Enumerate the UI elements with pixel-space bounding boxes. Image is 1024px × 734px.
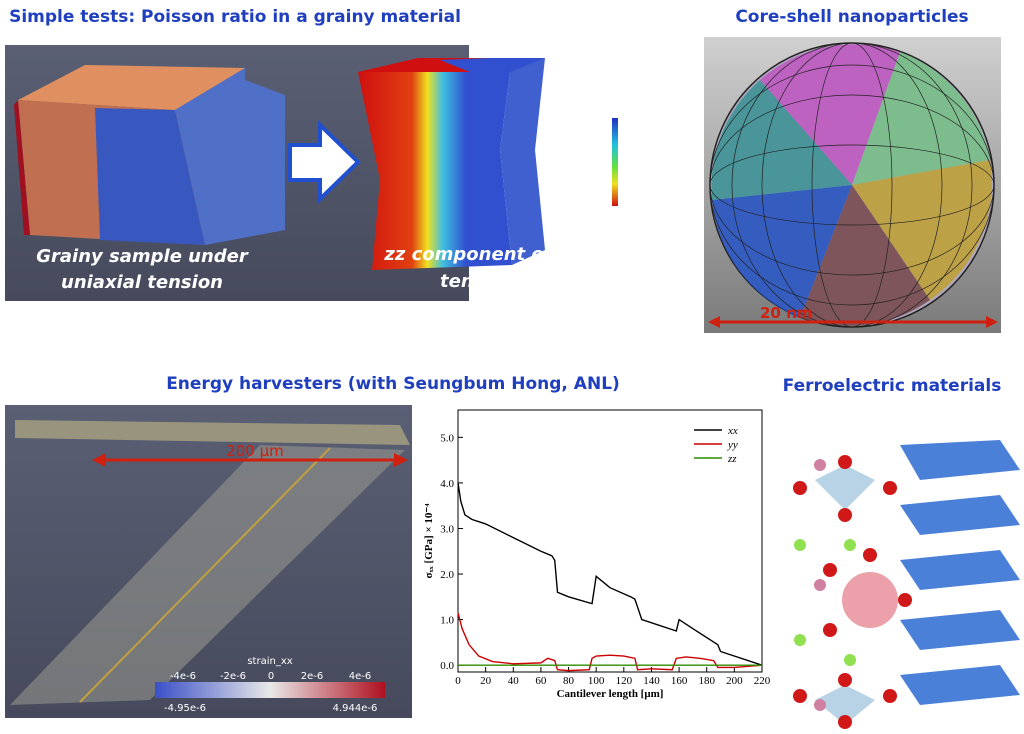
warped-side: [500, 58, 545, 265]
colorbar-tick: -2e-6: [220, 671, 246, 682]
x-tick-label: 80: [563, 675, 575, 687]
ruler: [15, 420, 410, 445]
colorbar-min: -4.95e-6: [164, 703, 206, 714]
colorbar-tick: 4e-6: [349, 671, 372, 682]
caption: uniaxial tension: [61, 272, 223, 293]
x-tick-label: 100: [588, 675, 605, 687]
grain: [14, 100, 30, 235]
panel-title: Ferroelectric materials: [783, 376, 1002, 396]
legend-label: yy: [727, 439, 738, 451]
colorbar: [612, 118, 618, 206]
grain: [95, 108, 205, 245]
arrowhead: [92, 453, 106, 467]
grain: [712, 185, 852, 318]
grain: [711, 80, 852, 200]
arrowhead: [394, 453, 408, 467]
colorbar-title: strain_xx: [247, 656, 292, 667]
x-tick-label: 120: [616, 675, 633, 687]
colorbar-tick: 2: [622, 129, 628, 140]
grain: [800, 185, 930, 327]
colorbar-max: 4.944e-6: [333, 703, 378, 714]
cantilever: [10, 445, 405, 705]
x-tick-label: 60: [535, 675, 547, 687]
colorbar-tick: 2e-6: [301, 671, 324, 682]
scale-label: 200 μm: [226, 442, 284, 460]
x-tick-label: 220: [754, 675, 771, 687]
panel-title: Core-shell nanoparticles: [735, 7, 968, 27]
colorbar: [155, 682, 385, 698]
panel-title: Energy harvesters (with Seungbum Hong, A…: [166, 374, 620, 394]
arrow: [288, 120, 361, 204]
y-tick-label: 2.0: [440, 569, 454, 581]
colorbar-max: 2.45489: [616, 105, 657, 116]
y-tick-label: 4.0: [440, 478, 454, 490]
crystal: [793, 455, 912, 729]
x-tick-label: 40: [508, 675, 520, 687]
electrode: [79, 447, 331, 703]
y-tick-label: 1.0: [440, 615, 454, 627]
line-chart: 0 20 40 60 80 100 120 140 160 180 200 220 0.0 1.0 2.0 3…: [423, 409, 771, 700]
colorbar-min: 0.317769: [612, 208, 660, 219]
grain: [760, 44, 900, 186]
caption: tensor (warped): [440, 271, 604, 292]
y-axis-label: σₓₓ [GPa] × 10⁻⁴: [423, 503, 435, 579]
colorbar-tick: 1: [622, 181, 628, 192]
y-tick-label: 3.0: [440, 523, 454, 535]
x-tick-label: 0: [455, 675, 461, 687]
grain: [852, 160, 992, 300]
arrowhead: [708, 316, 720, 328]
domain-slices: [900, 440, 1020, 705]
caption: zz component of the stress: [383, 244, 659, 265]
caption: Grainy sample under: [36, 246, 249, 267]
cube-top: [18, 65, 245, 110]
x-tick-label: 140: [643, 675, 660, 687]
y-tick-label: 0.0: [440, 660, 454, 672]
cube-side: [175, 68, 285, 245]
mesh: [709, 42, 995, 328]
arrowhead: [986, 316, 998, 328]
x-tick-label: 160: [671, 675, 688, 687]
warped-front: [358, 72, 512, 270]
legend-label: xx: [727, 425, 738, 437]
series-line: [457, 482, 763, 666]
colorbar-tick: -4e-6: [170, 671, 196, 682]
y-tick-label: 5.0: [440, 432, 454, 444]
series-line: [457, 612, 763, 672]
colorbar-title: stress_zz: [616, 92, 661, 103]
x-tick-label: 180: [698, 675, 715, 687]
panel-title: Simple tests: Poisson ratio in a grainy …: [9, 7, 461, 27]
legend-label: zz: [727, 453, 737, 465]
x-tick-label: 200: [726, 675, 743, 687]
colorbar-tick: 0: [268, 671, 274, 682]
x-axis-label: Cantilever length [μm]: [557, 688, 664, 700]
x-tick-label: 20: [480, 675, 492, 687]
grain: [852, 52, 990, 185]
scale-label: 20 nm: [760, 304, 812, 322]
plot-frame: [457, 409, 763, 673]
